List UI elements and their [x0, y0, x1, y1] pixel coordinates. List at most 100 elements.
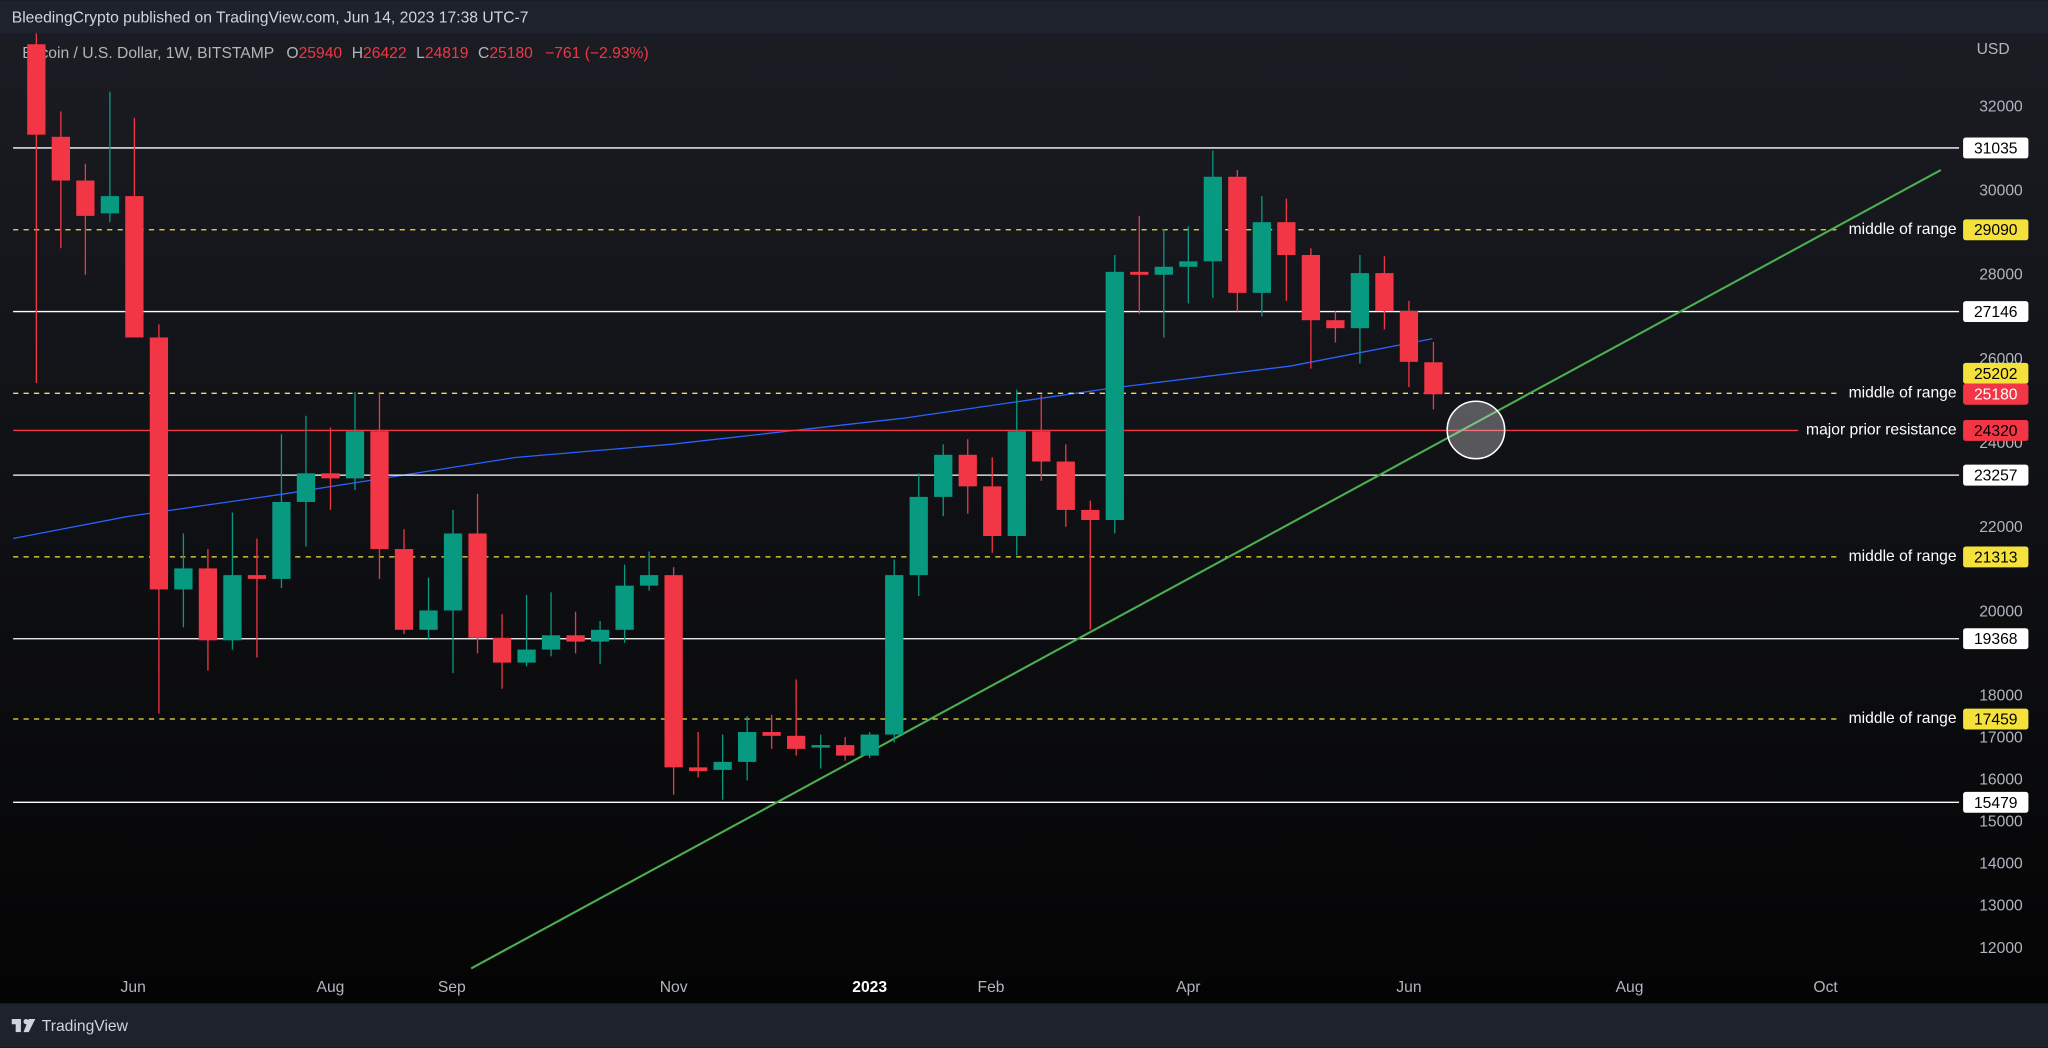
level-price-label: 31035	[1974, 140, 2018, 157]
candle-body	[639, 575, 659, 586]
x-tick-label: Jun	[121, 979, 146, 996]
candle-body	[958, 454, 977, 487]
candle-body	[1179, 261, 1198, 267]
candle-body	[370, 431, 389, 550]
symbol: Bitcoin / U.S. Dollar, 1W, BITSTAMP	[22, 45, 274, 62]
candle-body	[836, 745, 855, 756]
candle-body	[1105, 271, 1124, 521]
level-price-box	[1963, 419, 2029, 441]
x-tick-label: Nov	[660, 979, 688, 996]
candle-body	[811, 745, 830, 748]
last-price-label: 25180	[1974, 387, 2018, 404]
brand: TradingView	[42, 1018, 129, 1035]
x-tick-label: Aug	[1616, 979, 1644, 996]
level-price-box	[1963, 137, 2029, 159]
candle-body	[615, 585, 634, 630]
candle-body	[174, 568, 193, 590]
candle-body	[1326, 320, 1345, 329]
low-value: 24819	[425, 45, 469, 62]
level-price-label: 27146	[1974, 304, 2018, 321]
level-price-box	[1963, 301, 2029, 322]
y-tick-label: 18000	[1979, 687, 2023, 704]
candle-body	[419, 610, 438, 630]
currency: USD	[1977, 41, 2010, 58]
level-annotation: middle of range	[1849, 548, 1957, 565]
candle-body	[885, 575, 904, 735]
y-tick-label: 22000	[1979, 519, 2023, 536]
axis: 12000 13000 14000 15000 16000 17000 18000 20000…	[121, 98, 2029, 996]
level-annotation: middle of range	[1849, 221, 1957, 238]
candle-body	[198, 568, 218, 641]
close-value: 25180	[489, 45, 533, 62]
candle-body	[394, 549, 414, 630]
level-price-label: 19368	[1974, 631, 2018, 648]
low-label: L	[416, 45, 425, 62]
candle-body	[125, 196, 144, 338]
candle-body	[76, 180, 95, 216]
candle-body	[909, 496, 928, 576]
level-annotation: middle of range	[1849, 710, 1957, 727]
x-tick-label: 2023	[852, 979, 887, 996]
candle-body	[296, 473, 316, 502]
level-price-box	[1963, 464, 2029, 486]
candle-body	[345, 431, 365, 479]
level-price-box	[1963, 219, 2029, 241]
candle-body	[590, 629, 610, 642]
level-price-box	[1963, 791, 2029, 813]
candle-body	[1399, 310, 1419, 362]
candle-body	[934, 454, 953, 497]
high-label: H	[352, 45, 363, 62]
level-price-label: 25202	[1974, 366, 2018, 383]
y-tick-label: 17000	[1979, 729, 2023, 746]
level-price-box	[1963, 628, 2029, 650]
level-price-label: 21313	[1974, 549, 2018, 566]
candle-body	[223, 575, 242, 641]
candle-body	[1203, 176, 1222, 262]
candle-body	[272, 501, 291, 579]
candle-body	[1277, 222, 1296, 256]
moving-average	[13, 338, 1433, 540]
y-tick-label: 12000	[1979, 940, 2023, 957]
candle-body	[1350, 273, 1370, 329]
candle-body	[247, 575, 267, 579]
x-tick-label: Jun	[1396, 979, 1421, 996]
publisher: BleedingCrypto published on TradingView.…	[12, 10, 529, 27]
trendline	[470, 169, 1942, 970]
x-tick-label: Feb	[978, 979, 1005, 996]
level-price-box	[1963, 362, 2029, 384]
footer-bar	[0, 1003, 2048, 1048]
highlight-circle	[1446, 400, 1506, 460]
candle-body	[1081, 509, 1100, 521]
candle-body	[443, 533, 463, 611]
x-tick-label: Oct	[1813, 979, 1838, 996]
candle-body	[149, 337, 169, 590]
x-tick-label: Apr	[1176, 979, 1200, 996]
y-tick-label: 14000	[1979, 856, 2023, 873]
candle-body	[1154, 266, 1173, 275]
candle-body	[688, 767, 708, 772]
candle-body	[1130, 271, 1149, 275]
level-price-label: 15479	[1974, 795, 2018, 812]
y-tick-label: 30000	[1979, 183, 2023, 200]
candle-body	[1228, 176, 1247, 293]
level-price-label: 24320	[1974, 423, 2018, 440]
candle-body	[321, 473, 340, 479]
candle-body	[738, 732, 757, 762]
level-price-box	[1963, 708, 2029, 730]
level-annotation: middle of range	[1849, 384, 1957, 401]
open-value: 25940	[299, 45, 343, 62]
candle-body	[787, 735, 806, 749]
candle-body	[517, 649, 536, 663]
level-price-label: 17459	[1974, 711, 2018, 728]
change: −761 (−2.93%)	[545, 45, 649, 62]
candle-body	[492, 637, 512, 663]
candle-body	[1056, 461, 1075, 510]
last-price-box	[1963, 383, 2029, 405]
plot	[13, 33, 1960, 970]
open-label: O	[286, 45, 298, 62]
y-tick-label: 15000	[1979, 814, 2023, 831]
level-price-label: 29090	[1974, 222, 2018, 239]
